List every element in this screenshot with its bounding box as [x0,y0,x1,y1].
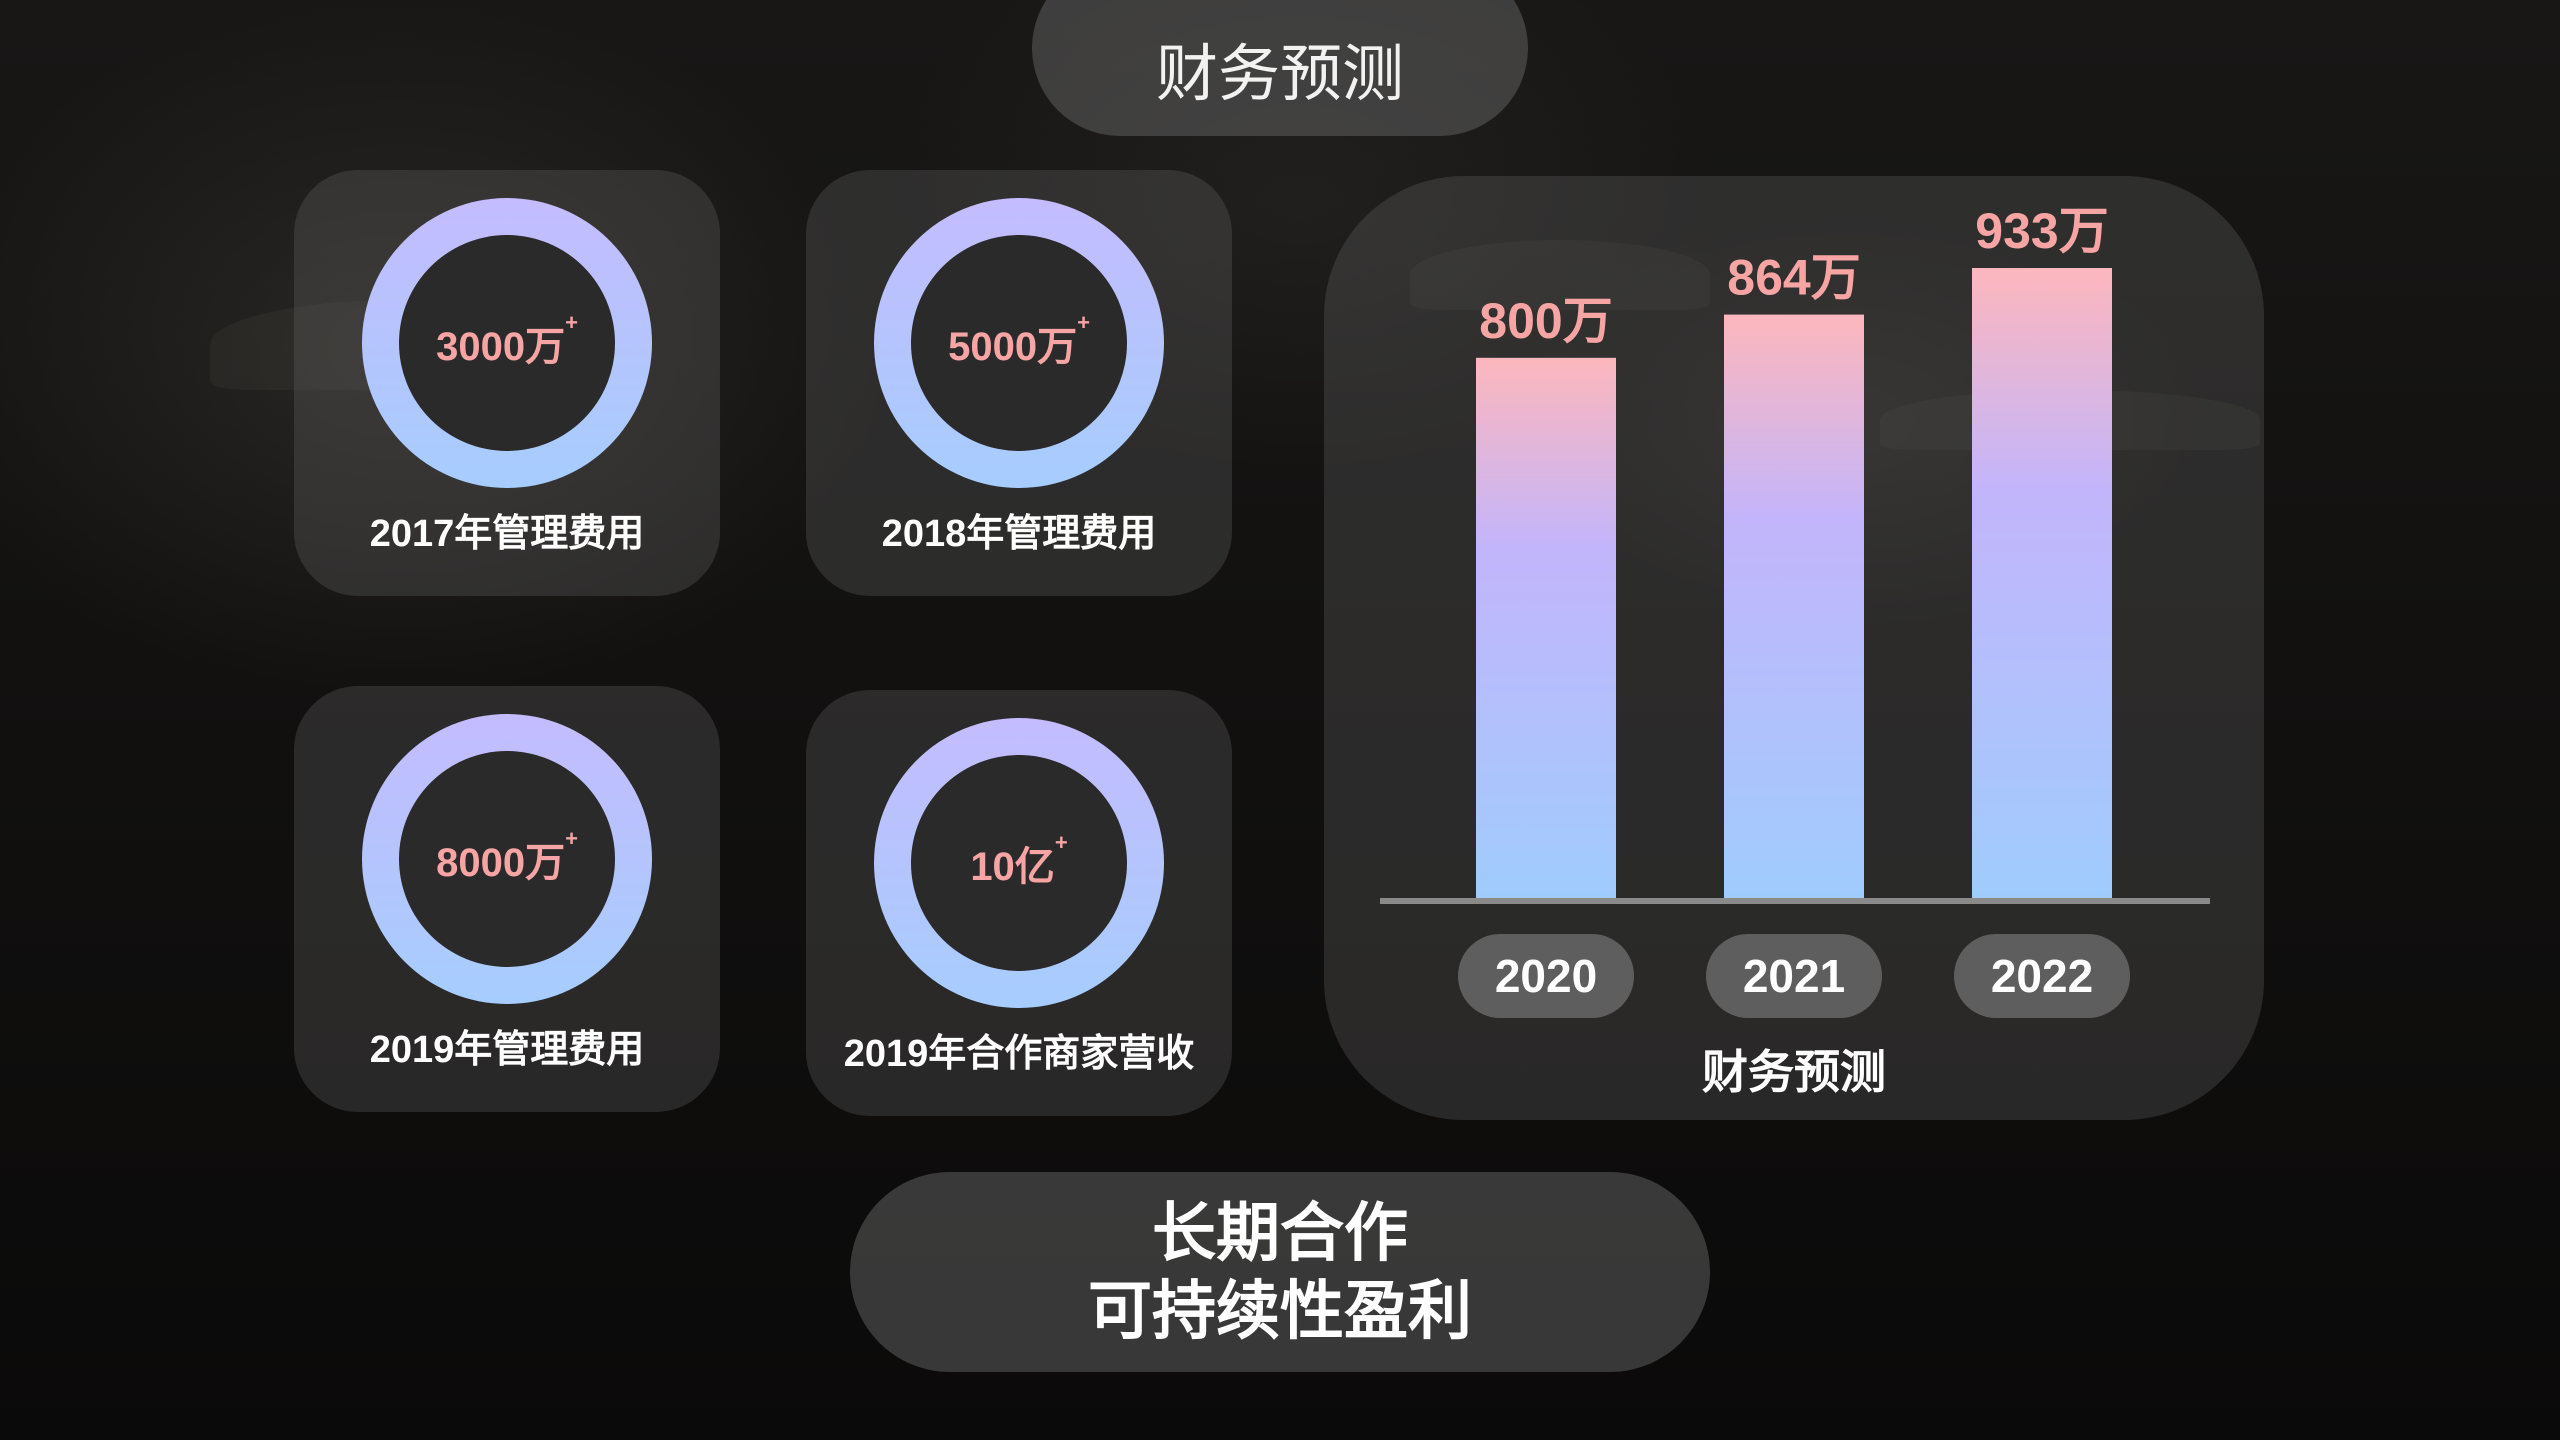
bar-2020 [1476,357,1616,898]
page-title-text: 财务预测 [1155,40,1404,109]
stat-card: 3000万+ 2017年管理费用 [294,170,720,596]
donut-ring: 3000万+ [362,198,652,488]
stat-value: 5000万+ [948,310,1090,369]
stat-value: 3000万+ [436,310,578,369]
donut-ring: 5000万+ [874,198,1164,488]
stat-label: 2019年管理费用 [369,1029,645,1071]
donut-ring: 8000万+ [362,714,652,1004]
stat-value: 10亿+ [970,830,1068,889]
data-label-2021: 864万 [1727,250,1860,306]
donut-ring: 10亿+ [874,718,1164,1008]
stat-label: 2018年管理费用 [881,513,1157,555]
stat-value: 8000万+ [436,826,578,885]
bar-2021 [1724,314,1864,898]
stat-label: 2019年合作商家营收 [843,1033,1195,1075]
conclusion-line-1: 长期合作 [1152,1197,1408,1269]
stat-card: 5000万+ 2018年管理费用 [806,170,1232,596]
x-tick-label-2022: 2022 [1954,934,2130,1018]
bar-chart: 800万 864万 933万 [1380,203,2210,904]
bar-2022 [1972,268,2112,898]
x-axis-label: 财务预测 [1702,1046,1886,1098]
conclusion-line-2: 可持续性盈利 [1088,1275,1472,1347]
x-tick-label-2021: 2021 [1706,934,1882,1018]
page-title: 财务预测 [1032,0,1528,136]
stat-card: 8000万+ 2019年管理费用 [294,686,720,1112]
x-tick-label-2020: 2020 [1458,934,1634,1018]
stat-card: 10亿+ 2019年合作商家营收 [806,690,1232,1116]
conclusion-banner: 长期合作 可持续性盈利 [850,1172,1710,1372]
data-label-2022: 933万 [1975,203,2108,259]
bar-chart-card: 800万 864万 933万 2020 2021 2022 财务预测 [1324,176,2264,1120]
data-label-2020: 800万 [1479,293,1612,349]
stat-label: 2017年管理费用 [369,513,645,555]
